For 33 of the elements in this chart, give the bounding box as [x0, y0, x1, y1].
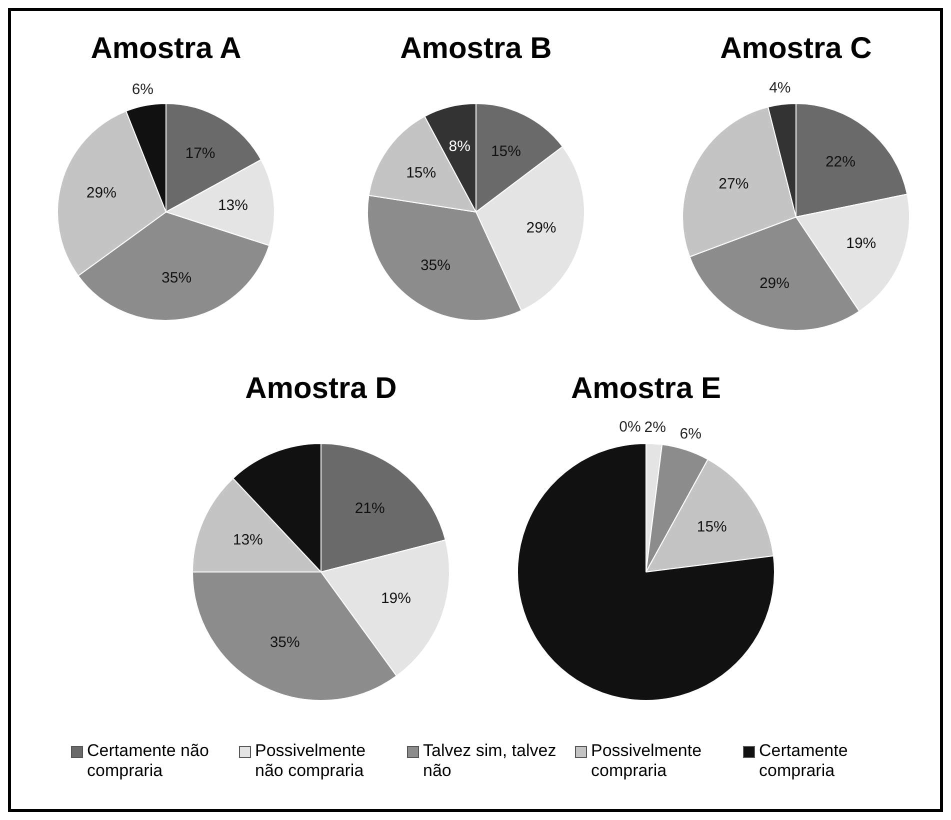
- data-label: 2%: [644, 418, 666, 436]
- legend-label: Talvez sim, talvez não: [423, 741, 557, 781]
- legend-label: Possivelmente não compraria: [255, 741, 367, 781]
- data-label: 35%: [420, 256, 450, 274]
- chart-title: Amostra E: [570, 371, 722, 407]
- chart-title: Amostra D: [244, 371, 398, 407]
- data-label: 19%: [846, 234, 876, 252]
- data-label: 29%: [759, 275, 790, 292]
- data-label: 29%: [526, 220, 556, 237]
- data-label: 21%: [354, 500, 385, 518]
- text: 0%: [619, 418, 641, 436]
- chart-title: Amostra B: [399, 31, 553, 67]
- legend-label: Certamente compraria: [759, 741, 849, 781]
- data-label: 35%: [270, 634, 300, 652]
- data-label: 29%: [86, 184, 116, 202]
- data-label: 17%: [185, 145, 216, 162]
- data-label: 22%: [825, 154, 856, 171]
- data-label: 8%: [448, 138, 470, 155]
- data-label: 4%: [769, 80, 791, 97]
- data-label: 35%: [162, 270, 192, 287]
- legend-label: Certamente não compraria: [87, 741, 210, 781]
- data-label: 27%: [718, 176, 749, 193]
- data-label: 15%: [406, 164, 436, 182]
- data-label: 13%: [218, 196, 248, 214]
- data-label: 15%: [696, 518, 727, 536]
- data-label: 6%: [680, 426, 702, 443]
- legend-label: Possivelmente compraria: [591, 741, 703, 781]
- data-label: 15%: [490, 142, 521, 160]
- chart-title: Amostra C: [719, 31, 873, 67]
- data-label: 13%: [232, 532, 263, 548]
- chart-title: Amostra A: [90, 31, 242, 67]
- data-label: 6%: [132, 80, 154, 98]
- data-label: 19%: [380, 590, 411, 608]
